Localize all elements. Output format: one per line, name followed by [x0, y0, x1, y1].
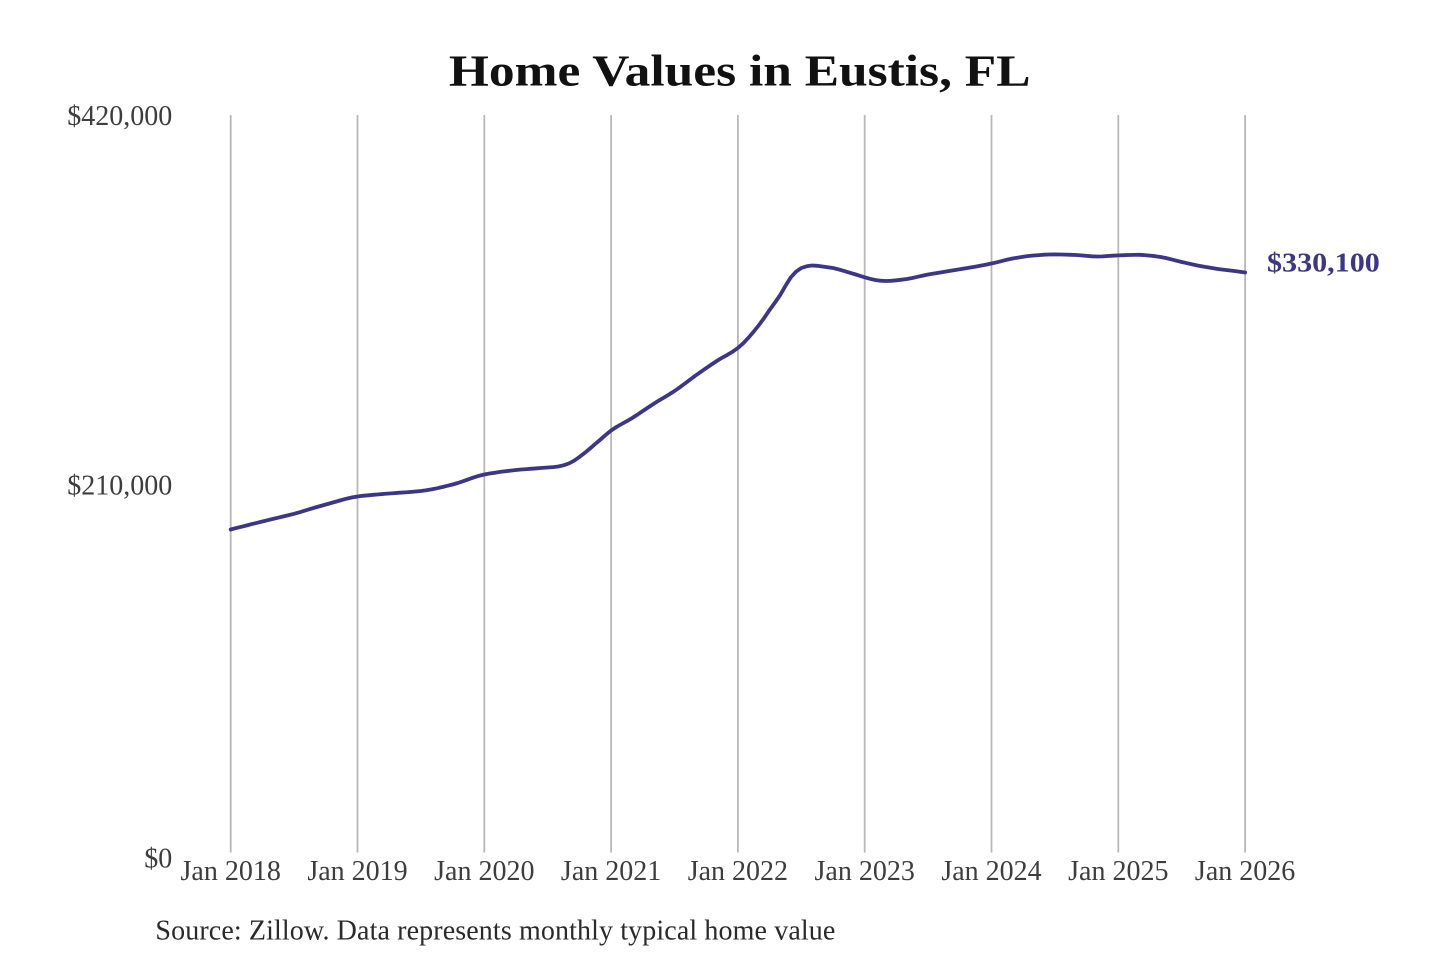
svg-text:Jan 2021: Jan 2021: [561, 856, 661, 887]
svg-text:Jan 2024: Jan 2024: [941, 856, 1041, 887]
svg-text:Jan 2026: Jan 2026: [1195, 856, 1295, 887]
svg-text:Jan 2020: Jan 2020: [434, 856, 534, 887]
svg-text:$0: $0: [144, 844, 172, 875]
svg-text:$420,000: $420,000: [67, 101, 172, 132]
svg-text:$210,000: $210,000: [67, 471, 172, 502]
svg-text:Home Values in Eustis, FL: Home Values in Eustis, FL: [449, 47, 1031, 96]
svg-text:Jan 2018: Jan 2018: [181, 856, 281, 887]
svg-text:$330,100: $330,100: [1267, 249, 1380, 278]
svg-text:Jan 2019: Jan 2019: [307, 856, 407, 887]
svg-text:Jan 2025: Jan 2025: [1068, 856, 1168, 887]
svg-text:Source: Zillow. Data represent: Source: Zillow. Data represents monthly …: [155, 916, 835, 947]
svg-text:Jan 2023: Jan 2023: [815, 856, 915, 887]
svg-text:Jan 2022: Jan 2022: [688, 856, 788, 887]
